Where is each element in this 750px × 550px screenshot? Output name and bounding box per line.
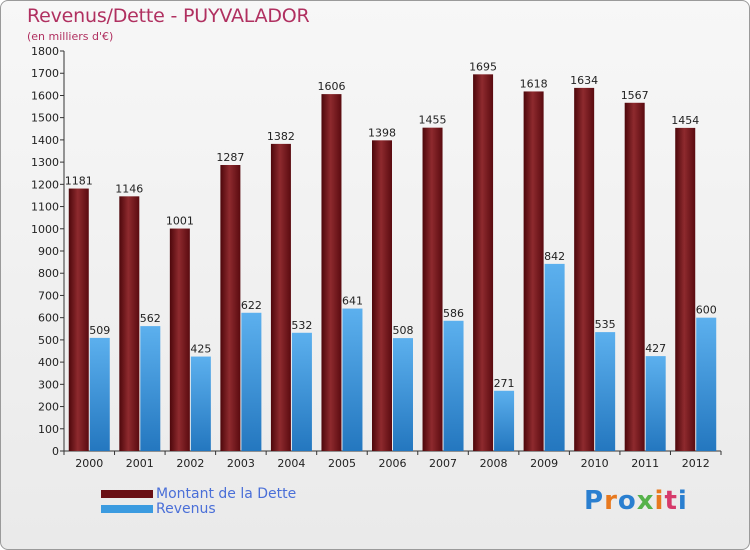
y-tick-label: 900 [38,245,59,258]
bar-revenus [291,332,312,451]
legend-label-debt: Montant de la Dette [156,486,297,502]
data-label-dette: 1181 [65,175,93,188]
y-tick-label: 800 [38,267,59,280]
data-label-revenus: 586 [443,307,464,320]
x-tick-label: 2006 [379,457,407,470]
x-tick-label: 2007 [429,457,457,470]
bar-dette [422,127,443,452]
bar-dette [169,228,190,451]
y-tick-label: 600 [38,312,59,325]
bar-dette [624,102,645,452]
bar-dette [574,87,595,451]
data-label-dette: 1634 [570,74,598,87]
chart-subtitle: (en milliers d'€) [27,30,114,43]
x-tick-label: 2000 [75,457,103,470]
data-label-revenus: 508 [393,324,414,337]
y-tick-label: 1600 [31,89,59,102]
y-tick-label: 1100 [31,201,59,214]
bar-dette [372,140,392,452]
y-tick-label: 200 [38,401,59,414]
bar-dette [220,165,241,451]
x-tick-label: 2010 [581,457,609,470]
data-label-revenus: 600 [696,304,717,317]
y-tick-label: 1500 [31,112,59,125]
data-label-revenus: 641 [342,295,363,308]
data-label-dette: 1398 [368,126,396,139]
legend-swatch-debt [101,490,153,498]
x-tick-label: 2008 [480,457,508,470]
bar-revenus [342,308,363,451]
data-label-revenus: 271 [494,377,515,390]
data-label-dette: 1287 [216,151,244,164]
bar-revenus [494,390,515,451]
data-label-dette: 1146 [115,182,143,195]
y-tick-label: 1800 [31,45,59,58]
bar-revenus [645,356,666,451]
data-label-dette: 1618 [520,77,548,90]
x-tick-label: 2003 [227,457,255,470]
data-label-dette: 1382 [267,130,295,143]
bar-dette [119,196,140,451]
x-tick-label: 2001 [126,457,154,470]
legend-swatch-revenue [101,505,153,513]
proxiti-logo: Proxiti [584,486,688,516]
data-label-revenus: 842 [544,250,565,263]
data-label-revenus: 427 [645,342,666,355]
data-label-dette: 1606 [317,80,345,93]
y-tick-label: 700 [38,289,59,302]
y-tick-label: 0 [52,445,59,458]
data-label-dette: 1567 [621,89,649,102]
bar-revenus [696,317,717,451]
bar-revenus [544,263,565,451]
data-label-dette: 1455 [419,114,447,127]
y-tick-label: 500 [38,334,59,347]
data-label-revenus: 535 [595,318,616,331]
bar-revenus [595,332,616,451]
bar-dette [270,143,291,451]
data-label-revenus: 562 [140,312,161,325]
data-label-dette: 1695 [469,60,497,73]
y-tick-label: 1400 [31,134,59,147]
x-tick-label: 2009 [530,457,558,470]
data-label-dette: 1001 [166,215,194,228]
bar-dette [68,188,89,452]
data-label-revenus: 509 [89,324,110,337]
y-tick-label: 1200 [31,178,59,191]
data-label-revenus: 622 [241,299,262,312]
bar-dette [473,74,494,451]
bar-revenus [241,312,262,451]
chart-title: Revenus/Dette - PUYVALADOR [27,5,310,27]
bar-revenus [140,326,161,451]
y-tick-label: 1000 [31,223,59,236]
x-tick-label: 2004 [277,457,305,470]
y-tick-label: 100 [38,423,59,436]
y-tick-label: 300 [38,378,59,391]
bar-revenus [190,356,211,451]
y-tick-label: 400 [38,356,59,369]
x-tick-label: 2011 [631,457,659,470]
bar-revenus [443,320,464,451]
data-label-revenus: 425 [190,343,211,356]
bar-revenus [89,337,110,451]
x-tick-label: 2005 [328,457,356,470]
y-tick-label: 1300 [31,156,59,169]
bar-dette [523,91,544,451]
data-label-revenus: 532 [291,319,312,332]
bar-revenus [393,338,413,451]
x-tick-label: 2012 [682,457,710,470]
y-tick-label: 1700 [31,67,59,80]
data-label-dette: 1454 [671,114,699,127]
legend-label-revenue: Revenus [156,501,216,517]
bar-dette [321,94,342,451]
x-tick-label: 2002 [176,457,204,470]
bar-dette [675,127,696,451]
